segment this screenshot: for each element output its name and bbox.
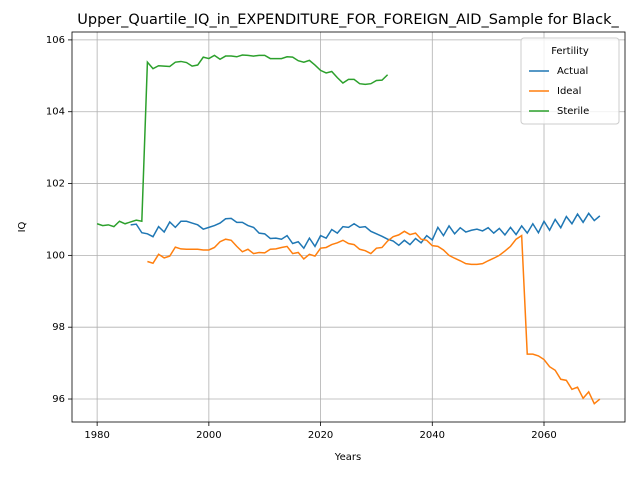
y-tick-label: 102 (46, 179, 65, 190)
x-axis-label: Years (334, 452, 361, 463)
series-line (147, 230, 601, 405)
legend-label: Actual (557, 66, 588, 77)
y-tick-label: 96 (52, 394, 65, 405)
plot-frame (71, 31, 626, 423)
chart-title: Upper_Quartile_IQ_in_EXPENDITURE_FOR_FOR… (77, 12, 619, 28)
series-line (130, 212, 601, 250)
y-tick-label: 104 (46, 107, 65, 118)
x-tick-label: 2040 (420, 430, 445, 441)
x-tick-label: 2020 (308, 430, 333, 441)
x-tick-label: 2000 (196, 430, 221, 441)
legend-label: Ideal (557, 86, 581, 97)
y-tick-label: 98 (52, 322, 65, 333)
y-tick-label: 106 (46, 35, 65, 46)
legend-box (520, 37, 620, 125)
legend: Fertility Actual Ideal Sterile (520, 37, 620, 125)
legend-title: Fertility (551, 46, 589, 57)
y-tick-label: 100 (46, 250, 65, 261)
x-tick-label: 1980 (84, 430, 109, 441)
series-line (96, 54, 389, 228)
y-axis-label: IQ (17, 221, 28, 232)
x-tick-label: 2060 (531, 430, 556, 441)
legend-label: Sterile (557, 106, 589, 117)
